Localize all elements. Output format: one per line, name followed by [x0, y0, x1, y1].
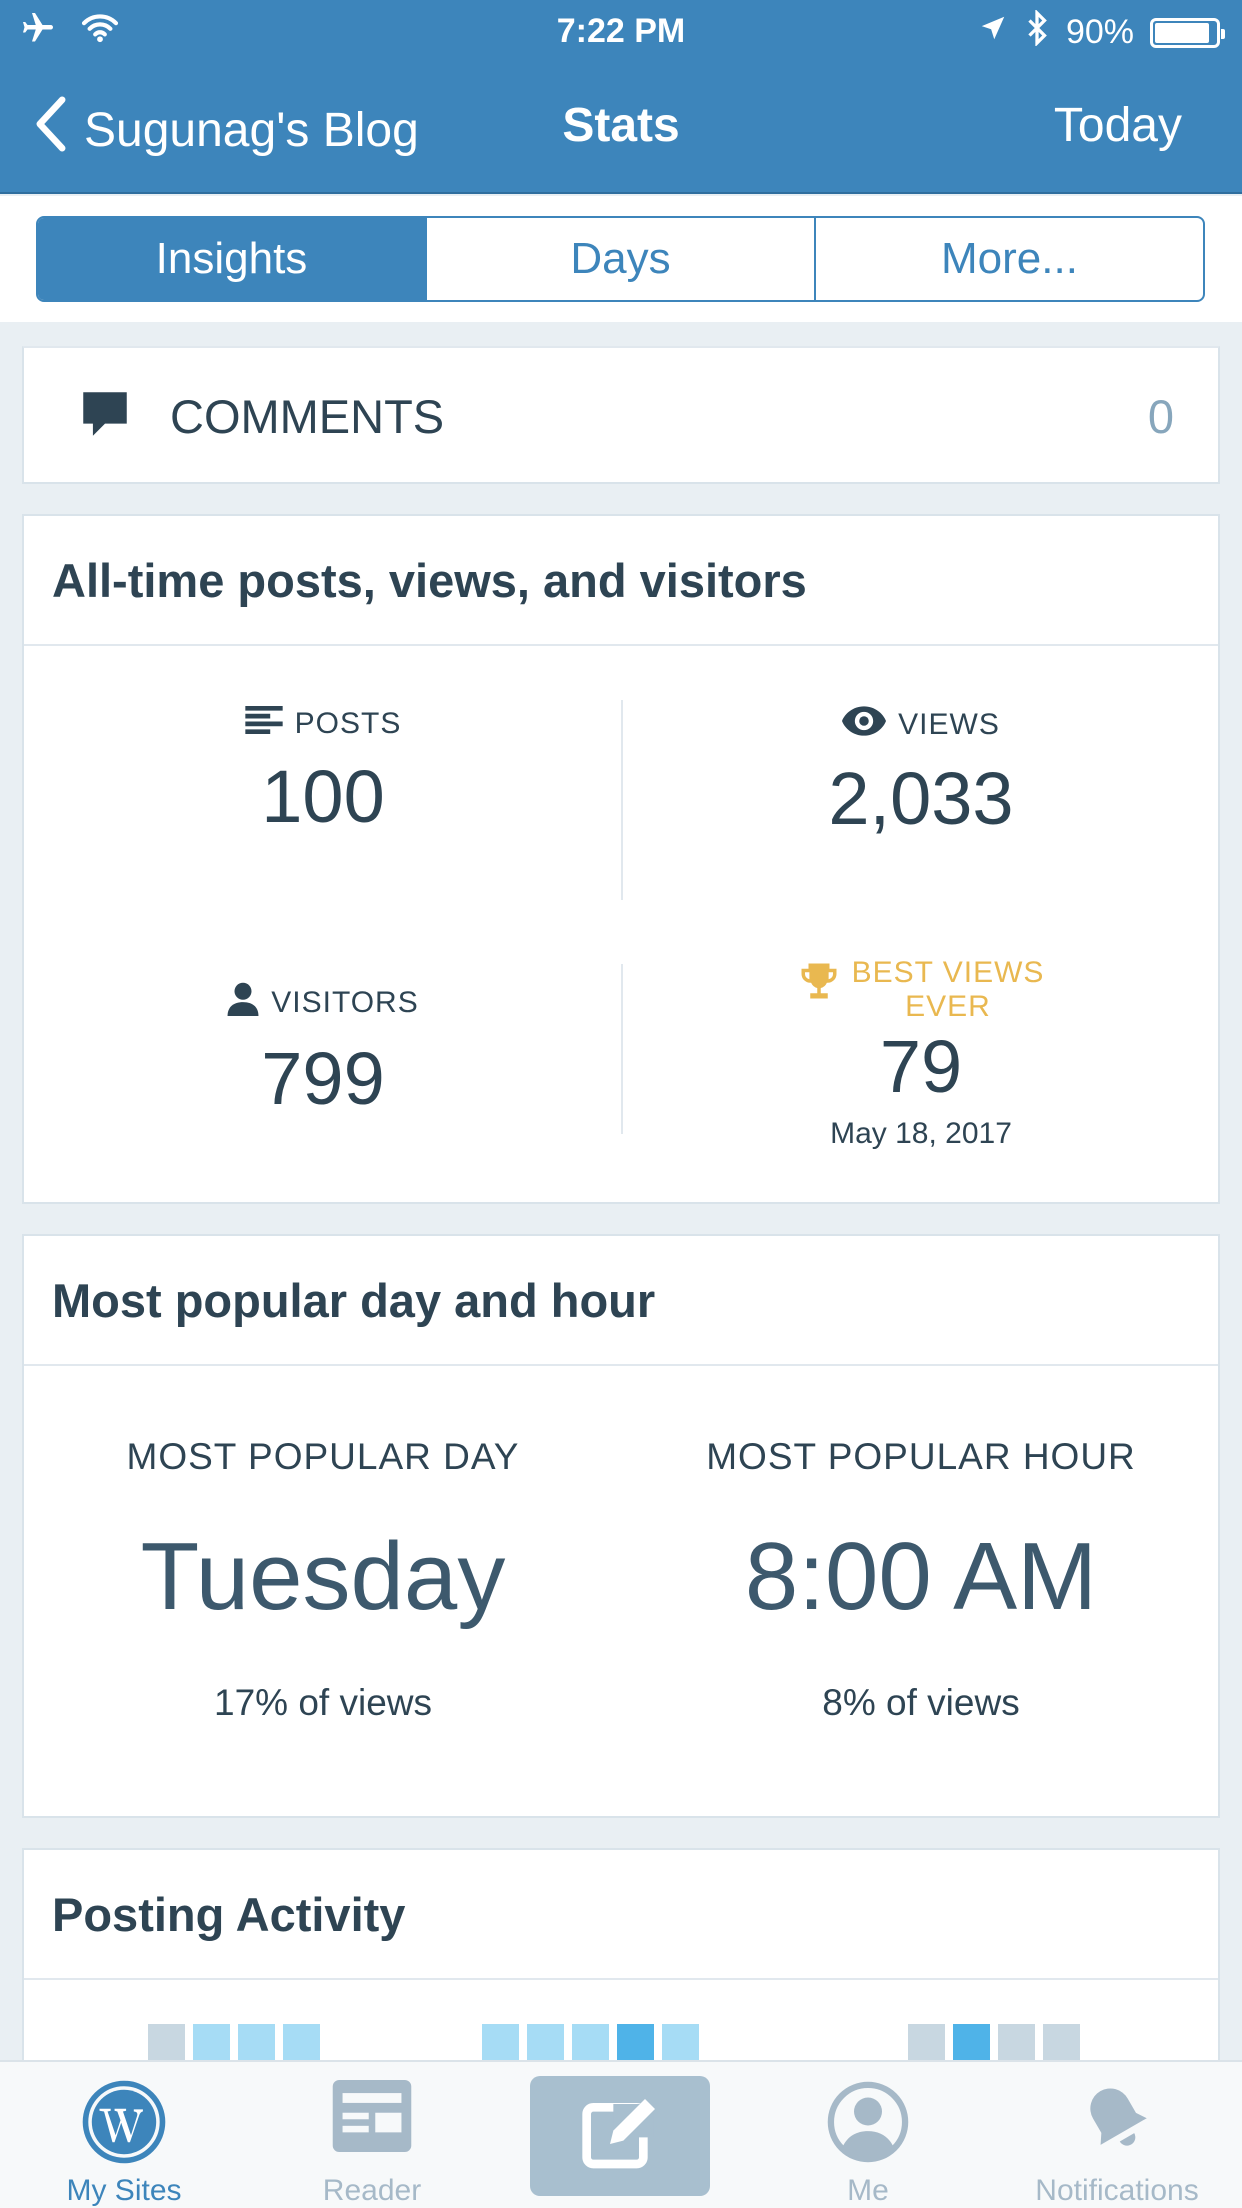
activity-square[interactable]	[238, 2024, 275, 2061]
comment-icon	[76, 385, 134, 448]
back-label: Sugunag's Blog	[84, 103, 419, 157]
activity-week-1	[148, 2024, 320, 2061]
activity-week-3	[908, 2024, 1080, 2061]
views-stat: VIEWS 2,033	[622, 706, 1220, 841]
activity-square[interactable]	[148, 2024, 185, 2061]
tab-reader[interactable]: Reader	[248, 2062, 496, 2208]
posts-value: 100	[261, 755, 385, 838]
comments-card: COMMENTS 0	[22, 346, 1220, 484]
eye-icon	[842, 706, 887, 744]
best-views-label-line2: EVER	[905, 990, 991, 1023]
views-value: 2,033	[828, 757, 1014, 840]
segment-bar: Insights Days More...	[0, 196, 1242, 322]
activity-square[interactable]	[662, 2024, 699, 2061]
activity-square[interactable]	[617, 2024, 654, 2061]
popular-hour-value: 8:00 AM	[744, 1523, 1098, 1630]
battery-fill	[1155, 22, 1209, 43]
wordpress-icon	[82, 2080, 166, 2169]
battery-icon	[1150, 17, 1225, 48]
best-views-stat: BEST VIEWS EVER 79 May 18, 2017	[622, 956, 1220, 1151]
status-bar: 7:22 PM 90%	[0, 0, 1242, 62]
airplane-icon	[18, 10, 58, 55]
bell-icon	[1077, 2080, 1157, 2165]
tab-bar: My Sites Reader Me Notifications	[0, 2060, 1242, 2208]
popular-hour: MOST POPULAR HOUR 8:00 AM 8% of views	[622, 1436, 1220, 1724]
activity-square[interactable]	[908, 2024, 945, 2061]
wifi-icon	[80, 12, 120, 53]
bluetooth-icon	[1024, 9, 1050, 55]
best-views-label-line1: BEST VIEWS	[851, 956, 1045, 989]
visitors-label: VISITORS	[271, 986, 419, 1019]
period-button[interactable]: Today	[1053, 99, 1182, 152]
comments-row[interactable]: COMMENTS 0	[24, 348, 1218, 484]
segmented-control: Insights Days More...	[36, 216, 1205, 302]
battery-percent: 90%	[1065, 13, 1134, 51]
person-icon	[227, 982, 259, 1024]
status-time: 7:22 PM	[556, 12, 686, 50]
tab-insights[interactable]: Insights	[38, 218, 427, 300]
popular-day-percent: 17% of views	[214, 1682, 432, 1723]
popular-day-value: Tuesday	[140, 1523, 506, 1630]
most-popular-card: Most popular day and hour MOST POPULAR D…	[22, 1234, 1220, 1818]
activity-square[interactable]	[998, 2024, 1035, 2061]
visitors-stat: VISITORS 799	[24, 982, 622, 1121]
activity-square[interactable]	[283, 2024, 320, 2061]
views-label: VIEWS	[898, 708, 1000, 741]
tab-more[interactable]: More...	[941, 234, 1078, 283]
posts-icon	[244, 706, 283, 742]
tab-days[interactable]: Days	[427, 218, 816, 300]
reader-icon	[332, 2080, 412, 2157]
activity-square[interactable]	[572, 2024, 609, 2061]
activity-square[interactable]	[953, 2024, 990, 2061]
trophy-icon	[798, 960, 840, 1010]
activity-square[interactable]	[1043, 2024, 1080, 2061]
posting-activity-title: Posting Activity	[24, 1850, 1218, 1980]
visitors-value: 799	[261, 1037, 385, 1120]
tab-notifications[interactable]: Notifications	[992, 2062, 1242, 2208]
activity-week-2	[482, 2024, 699, 2061]
best-views-date: May 18, 2017	[830, 1117, 1012, 1150]
tab-notifications-label: Notifications	[1035, 2174, 1199, 2207]
compose-button[interactable]	[530, 2076, 710, 2196]
activity-square[interactable]	[527, 2024, 564, 2061]
tab-me-label: Me	[847, 2174, 889, 2207]
tab-reader-label: Reader	[322, 2174, 422, 2207]
popular-day: MOST POPULAR DAY Tuesday 17% of views	[24, 1436, 622, 1724]
back-button[interactable]: Sugunag's Blog	[36, 96, 419, 164]
best-views-label: BEST VIEWS EVER	[852, 956, 1045, 1024]
chevron-left-icon	[36, 96, 66, 164]
all-time-card: All-time posts, views, and visitors POST…	[22, 514, 1220, 1204]
activity-square[interactable]	[482, 2024, 519, 2061]
best-views-value: 79	[879, 1025, 963, 1108]
me-icon	[826, 2080, 910, 2169]
tab-my-sites-label: My Sites	[66, 2174, 182, 2207]
location-icon	[978, 13, 1008, 52]
comments-count: 0	[1147, 389, 1174, 443]
all-time-grid: POSTS 100 VIEWS 2,033 VISITORS 799	[24, 646, 1218, 1202]
comments-label: COMMENTS	[170, 389, 445, 443]
popular-hour-percent: 8% of views	[822, 1682, 1020, 1723]
activity-square[interactable]	[193, 2024, 230, 2061]
tab-me[interactable]: Me	[744, 2062, 992, 2208]
most-popular-title: Most popular day and hour	[24, 1236, 1218, 1366]
top-bar: 7:22 PM 90% Sugunag's Blog Stats Today	[0, 0, 1242, 194]
posts-label: POSTS	[294, 707, 402, 740]
compose-icon	[580, 2094, 660, 2179]
popular-day-label: MOST POPULAR DAY	[126, 1436, 520, 1477]
tab-my-sites[interactable]: My Sites	[0, 2062, 248, 2208]
all-time-title: All-time posts, views, and visitors	[24, 516, 1218, 646]
posts-stat: POSTS 100	[24, 706, 622, 839]
divider	[621, 700, 623, 900]
navigation-bar: Sugunag's Blog Stats Today	[0, 86, 1242, 166]
popular-hour-label: MOST POPULAR HOUR	[706, 1436, 1136, 1477]
divider	[621, 964, 623, 1134]
